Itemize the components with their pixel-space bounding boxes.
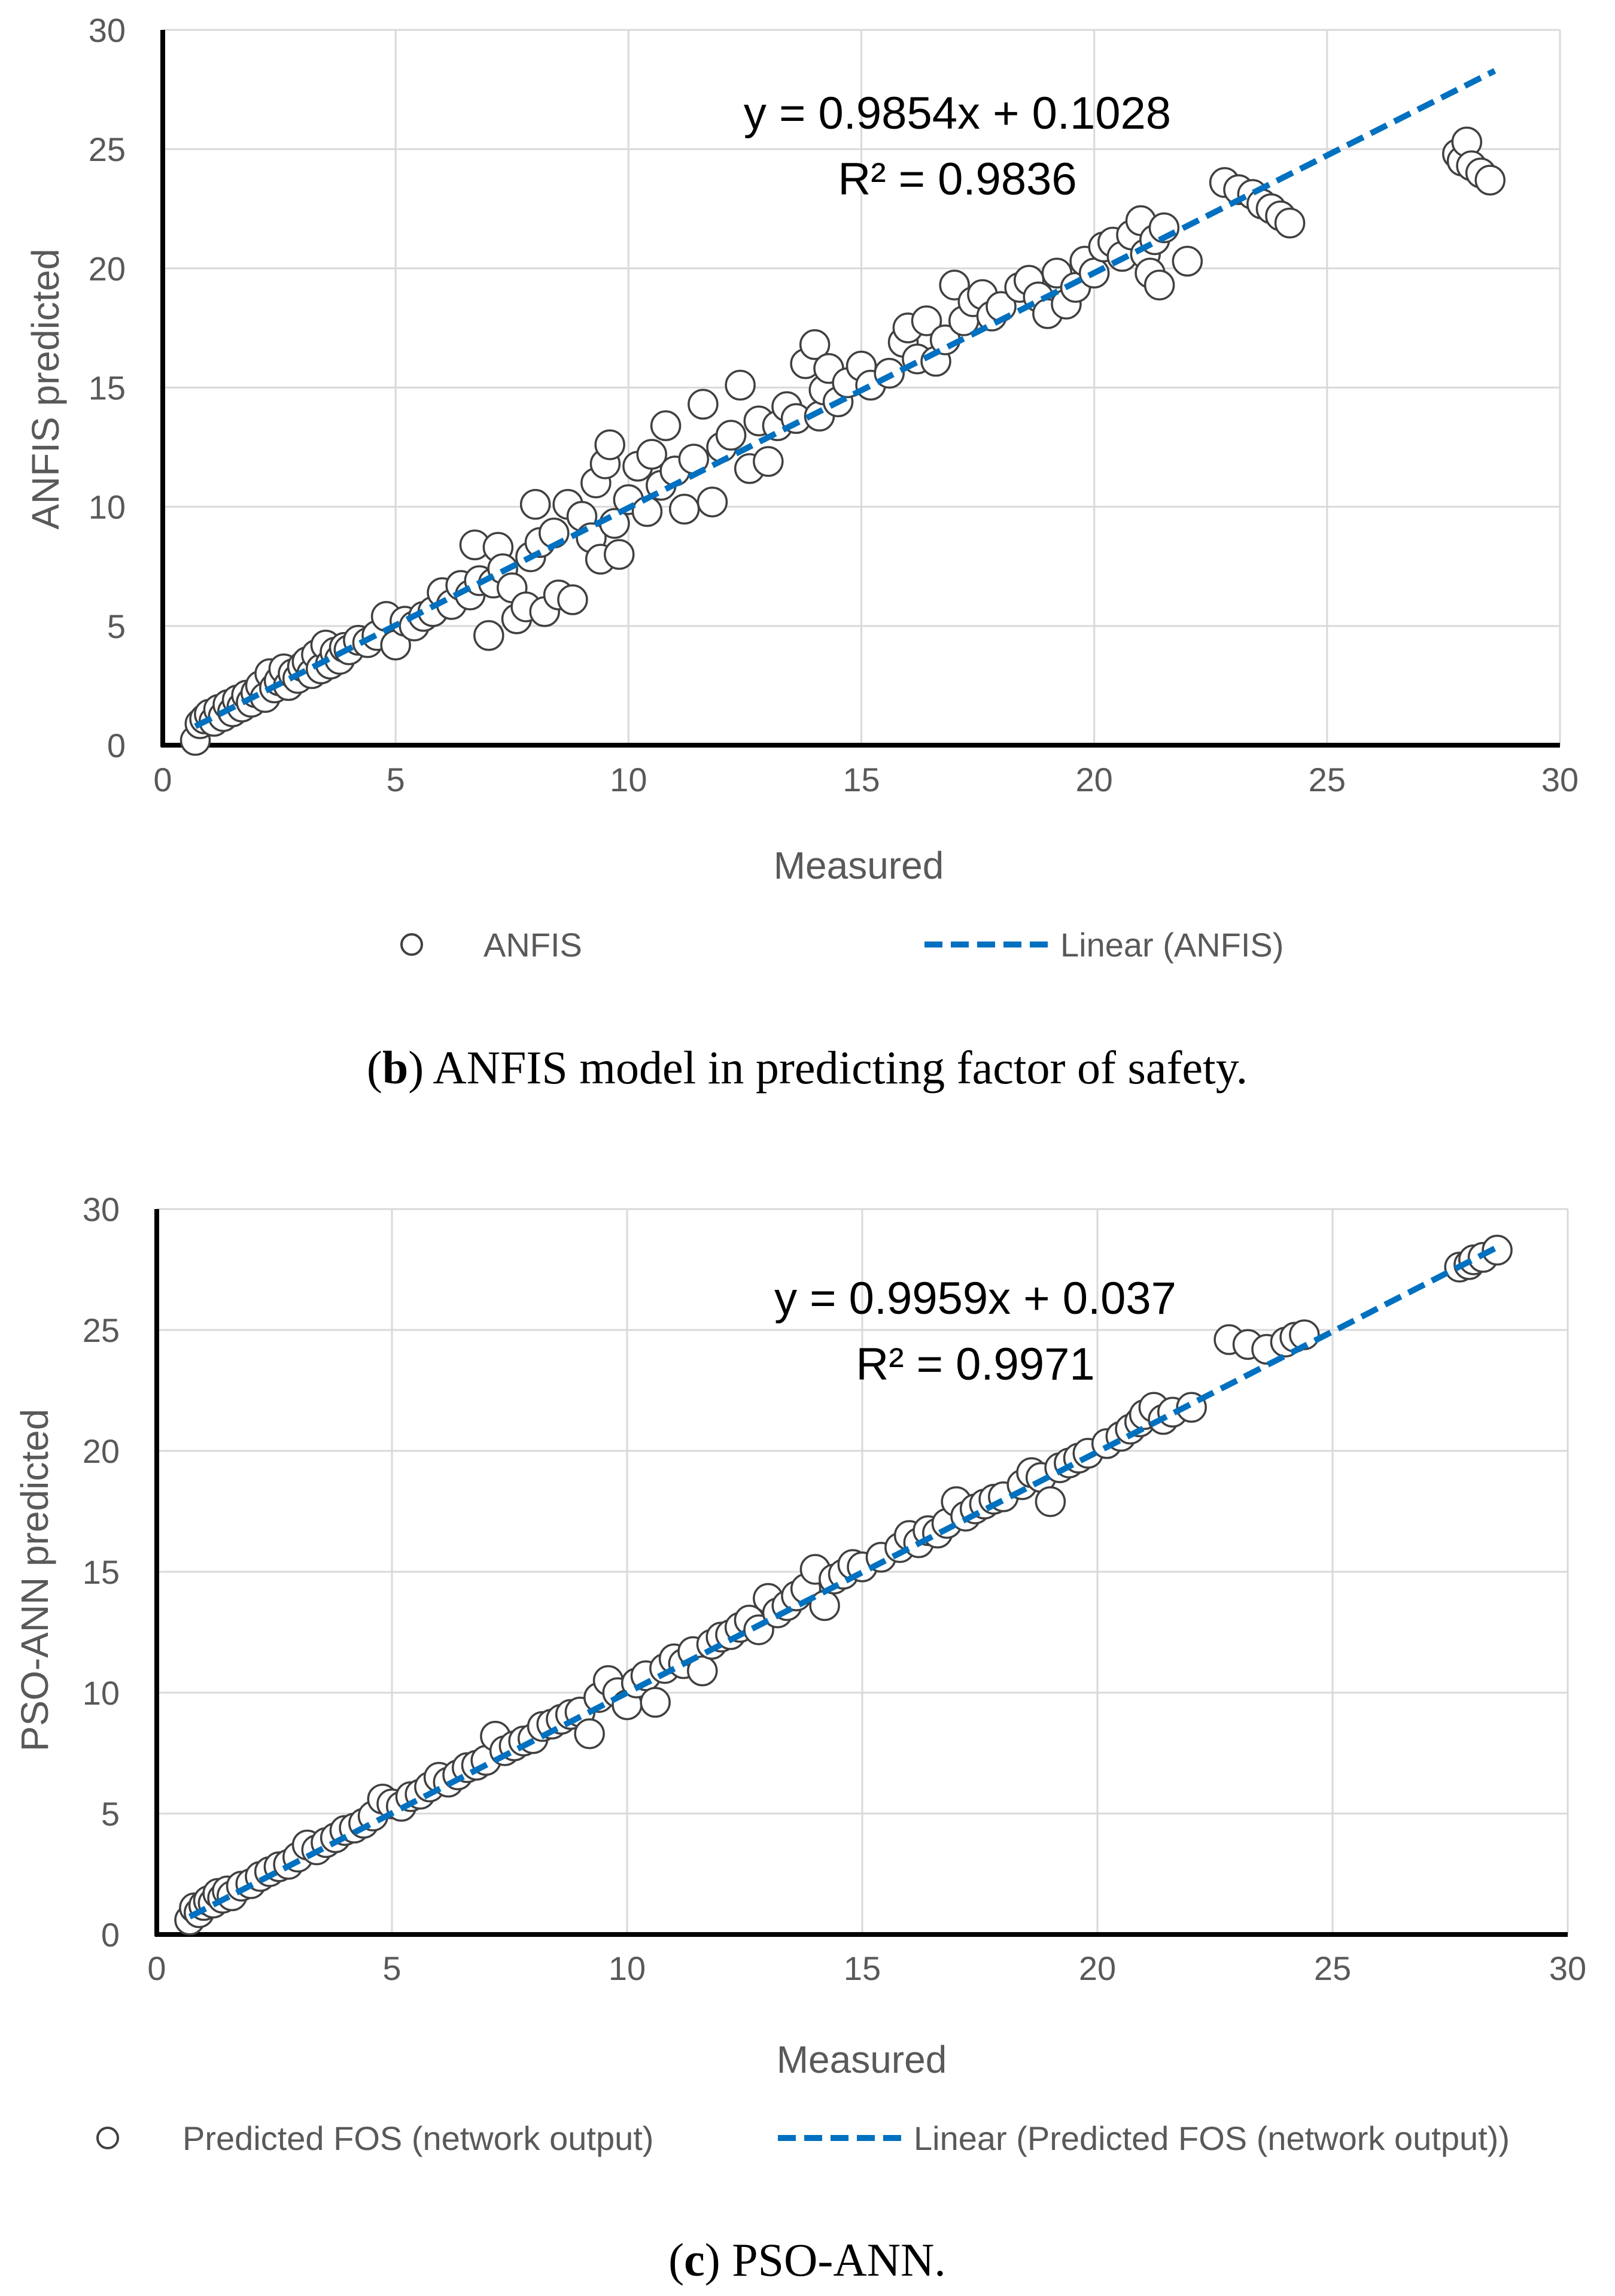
y-tick-label: 0 [107, 727, 126, 764]
regression-equation: y = 0.9854x + 0.1028 [744, 88, 1171, 139]
chart-b: 0 5 10 15 20 25 30 0 5 10 15 20 25 30 y = 0.9854x + 0… [24, 11, 1578, 964]
x-axis-title: Measured [774, 844, 944, 887]
chart-c: 0 5 10 15 20 25 30 0 5 10 15 20 25 30 y = 0.9959x + 0… [13, 1190, 1586, 2157]
data-point [725, 369, 756, 401]
y-tick-label: 5 [101, 1795, 120, 1833]
legend-label-scatter: Predicted FOS (network output) [183, 2119, 653, 2157]
y-tick-label: 10 [89, 488, 126, 526]
trendline-line [188, 1242, 1504, 1920]
caption-b-open: ( [367, 1041, 382, 1094]
tick-labels: 0 5 10 15 20 25 30 0 5 10 15 20 25 30 [83, 1190, 1586, 1987]
y-tick-label: 15 [89, 369, 126, 407]
regression-equation: y = 0.9959x + 0.037 [774, 1273, 1176, 1324]
data-point [604, 539, 635, 570]
x-tick-label: 0 [153, 761, 172, 798]
caption-b-text: ) ANFIS model in predicting factor of sa… [408, 1041, 1248, 1094]
y-tick-label: 10 [83, 1674, 120, 1712]
legend-marker-scatter [400, 933, 423, 956]
data-points [174, 1234, 1513, 1936]
data-point [911, 305, 942, 336]
data-point [687, 1655, 718, 1687]
y-tick-label: 20 [83, 1432, 120, 1470]
legend-label-trendline: Linear (Predicted FOS (network output)) [914, 2119, 1510, 2157]
caption-c-open: ( [668, 2234, 684, 2286]
axes [154, 1209, 1568, 1937]
data-point [688, 388, 719, 420]
data-point [715, 420, 747, 451]
x-tick-label: 0 [147, 1949, 166, 1987]
x-tick-label: 30 [1541, 761, 1578, 798]
trendline [188, 1242, 1504, 1920]
data-point [799, 329, 831, 360]
y-tick-label: 25 [83, 1311, 120, 1349]
trendline [194, 68, 1497, 729]
data-point [1035, 1486, 1066, 1517]
x-tick-label: 15 [843, 761, 880, 798]
data-point [636, 439, 667, 470]
x-tick-label: 20 [1076, 761, 1113, 798]
x-tick-label: 25 [1314, 1949, 1351, 1987]
caption-b: (b) ANFIS model in predicting factor of … [367, 1041, 1248, 1094]
y-tick-label: 15 [83, 1553, 120, 1591]
legend-marker-scatter [96, 2127, 119, 2149]
y-tick-label: 20 [89, 250, 126, 287]
x-tick-label: 15 [844, 1949, 881, 1987]
x-tick-label: 25 [1309, 761, 1346, 798]
y-axis-title: PSO-ANN predicted [13, 1409, 56, 1752]
data-points [180, 126, 1505, 756]
legend: ANFIS Linear (ANFIS) [400, 926, 1284, 964]
data-point [519, 488, 551, 520]
legend-label-scatter: ANFIS [483, 926, 582, 964]
x-tick-label: 10 [610, 761, 647, 798]
data-point [1172, 245, 1203, 277]
caption-b-label: b [382, 1041, 408, 1094]
r-squared-label: R² = 0.9836 [838, 154, 1076, 205]
data-point [594, 429, 625, 460]
tick-labels: 0 5 10 15 20 25 30 0 5 10 15 20 25 30 [89, 11, 1578, 798]
x-tick-label: 30 [1549, 1949, 1586, 1987]
x-tick-label: 5 [387, 761, 405, 798]
trendline-line [194, 68, 1497, 729]
data-point [557, 584, 588, 615]
data-point [473, 620, 504, 651]
data-point [697, 486, 728, 518]
caption-c: (c) PSO-ANN. [668, 2234, 946, 2286]
legend-label-trendline: Linear (ANFIS) [1060, 926, 1284, 964]
y-axis-title: ANFIS predicted [24, 248, 67, 530]
data-point [809, 1590, 840, 1621]
y-tick-label: 30 [83, 1190, 120, 1228]
data-point [574, 1718, 605, 1750]
x-axis-title: Measured [777, 2038, 947, 2081]
axes [160, 30, 1560, 748]
data-point [1482, 1234, 1513, 1266]
r-squared-label: R² = 0.9971 [856, 1339, 1094, 1390]
caption-c-text: ) PSO-ANN. [705, 2234, 946, 2286]
x-tick-label: 20 [1079, 1949, 1116, 1987]
data-point [640, 1687, 671, 1718]
data-point [668, 493, 700, 525]
data-point [1474, 165, 1505, 196]
y-tick-label: 0 [101, 1916, 120, 1954]
data-point [650, 410, 682, 441]
legend: Predicted FOS (network output) Linear (P… [96, 2119, 1510, 2157]
data-point [1143, 269, 1175, 300]
data-point [1274, 207, 1306, 239]
y-tick-label: 5 [107, 608, 126, 645]
caption-c-label: c [684, 2234, 705, 2286]
x-tick-label: 5 [382, 1949, 401, 1987]
data-point [753, 446, 784, 477]
x-tick-label: 10 [609, 1949, 646, 1987]
y-tick-label: 25 [89, 130, 126, 168]
y-tick-label: 30 [89, 11, 126, 49]
